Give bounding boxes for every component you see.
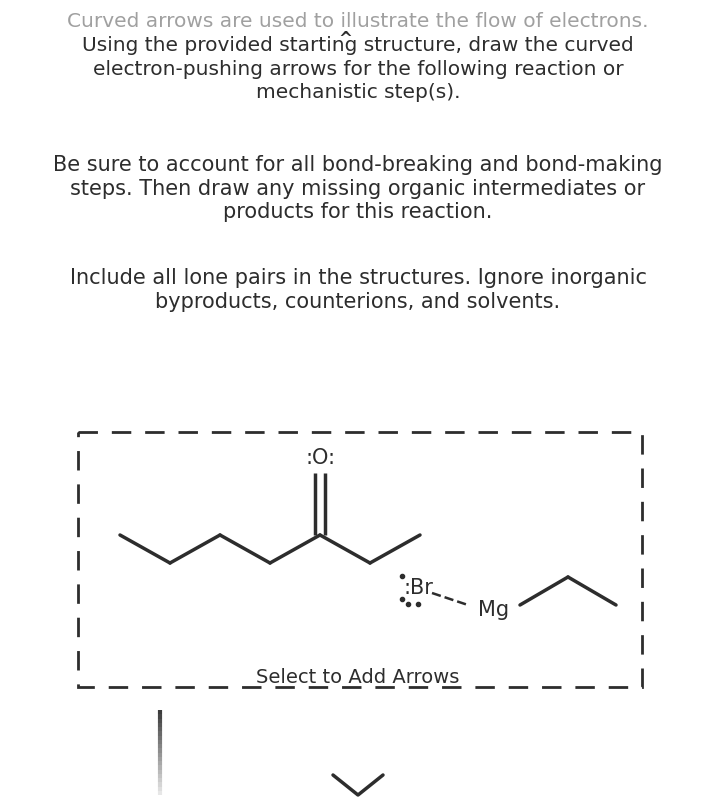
Text: Mg: Mg: [478, 600, 509, 620]
Text: Select to Add Arrows: Select to Add Arrows: [256, 668, 460, 687]
Text: steps. Then draw any missing organic intermediates or: steps. Then draw any missing organic int…: [70, 179, 645, 199]
Text: Be sure to account for all bond-breaking and bond-making: Be sure to account for all bond-breaking…: [53, 155, 663, 175]
Text: Using the provided starting structure, draw the curved: Using the provided starting structure, d…: [82, 36, 634, 55]
Text: Include all lone pairs in the structures. Ignore inorganic: Include all lone pairs in the structures…: [70, 268, 647, 288]
Text: Curved arrows are used to illustrate the flow of electrons.: Curved arrows are used to illustrate the…: [67, 12, 649, 31]
Text: :Br: :Br: [403, 578, 433, 598]
Text: ^: ^: [338, 30, 352, 48]
Text: electron-pushing arrows for the following reaction or: electron-pushing arrows for the followin…: [92, 60, 623, 79]
Text: :O:: :O:: [305, 448, 335, 468]
Bar: [78, 432, 642, 687]
Text: products for this reaction.: products for this reaction.: [223, 202, 493, 222]
Text: mechanistic step(s).: mechanistic step(s).: [256, 83, 460, 102]
Text: byproducts, counterions, and solvents.: byproducts, counterions, and solvents.: [156, 292, 561, 312]
